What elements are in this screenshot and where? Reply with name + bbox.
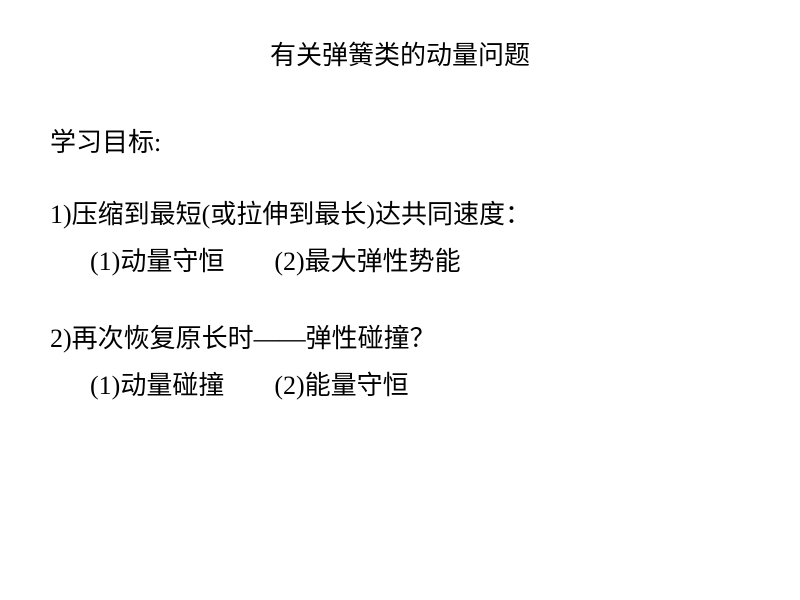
point-2: 2)再次恢复原长时——弹性碰撞？	[50, 318, 750, 355]
slide-container: 有关弹簧类的动量问题 学习目标: 1)压缩到最短(或拉伸到最长)达共同速度： (…	[0, 0, 800, 600]
slide-title: 有关弹簧类的动量问题	[50, 35, 750, 72]
point-1-sub-a: (1)动量守恒	[90, 247, 224, 276]
point-1-sub-b: (2)最大弹性势能	[274, 247, 460, 276]
point-1-sub: (1)动量守恒 (2)最大弹性势能	[50, 241, 750, 278]
point-2-sub: (1)动量碰撞 (2)能量守恒	[50, 365, 750, 402]
point-2-sub-b: (2)能量守恒	[274, 371, 408, 400]
point-2-sub-a: (1)动量碰撞	[90, 371, 224, 400]
section-header: 学习目标:	[50, 122, 750, 159]
point-1: 1)压缩到最短(或拉伸到最长)达共同速度：	[50, 194, 750, 231]
